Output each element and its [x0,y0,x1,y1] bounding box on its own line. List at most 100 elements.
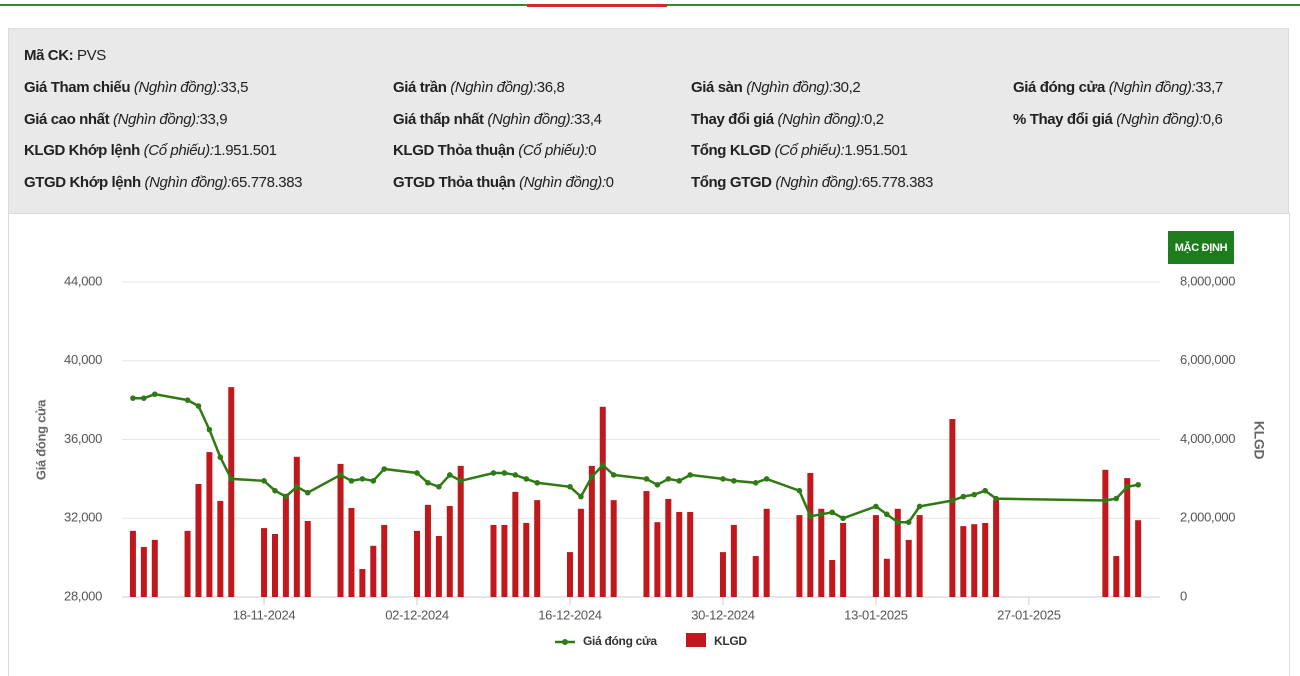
info-value: 0,2 [864,110,884,128]
price-marker [720,476,726,482]
y-tick-label: 36,000 [64,431,102,446]
info-label: KLGD Khớp lệnh [24,142,140,159]
y2-tick-label: 6,000,000 [1180,352,1235,367]
price-marker [523,476,530,482]
bar [1113,556,1120,597]
bar [872,515,879,597]
y2-tick-label: 4,000,000 [1180,431,1235,446]
info-value: 1.951.501 [844,142,908,159]
price-marker [599,462,606,468]
info-unit: (Cổ phiếu): [774,142,845,159]
bar [719,552,726,597]
bar [217,500,224,597]
info-panel [8,28,1289,214]
price-marker [151,391,158,398]
info-value: 33,9 [199,110,228,128]
bar [359,569,366,597]
info-cell: Thay đổi giá (Nghìn đồng):0,2 [691,111,884,128]
bar [184,530,191,597]
info-unit: (Nghìn đồng): [487,110,574,128]
bar [916,515,923,597]
price-marker [534,480,540,486]
y-axis-title: Giá đóng cửa [33,399,48,480]
bar [905,539,912,597]
bar [1124,478,1131,597]
info-unit: (Nghìn đồng): [450,79,537,96]
bar [501,524,508,597]
bar [599,406,606,597]
bar [588,465,595,597]
y-tick-label: 44,000 [64,273,102,288]
price-marker [141,395,147,401]
info-cell: Giá đóng cửa (Nghìn đồng):33,7 [1013,79,1223,96]
info-label: Tổng GTGD [691,173,772,191]
active-tab-indicator [527,4,667,7]
info-cell: GTGD Khớp lệnh (Nghìn đồng):65.778.383 [24,173,303,191]
y2-tick-label: 0 [1180,588,1187,603]
bar [446,506,453,597]
info-label: Giá đóng cửa [1013,79,1105,96]
info-value: 65.778.383 [231,173,303,191]
info-cell: Giá thấp nhất (Nghìn đồng):33,4 [393,111,602,128]
bar [949,419,956,597]
price-marker [905,519,912,525]
y2-axis-title: KLGD [1251,421,1267,460]
bar [993,500,1000,597]
price-marker [501,470,508,476]
price-marker [512,472,519,478]
info-unit: (Nghìn đồng): [519,173,606,191]
info-label: GTGD Thỏa thuận [393,173,516,191]
info-unit: (Nghìn đồng): [144,173,232,191]
price-marker [567,483,573,490]
info-cell: Mã CK: PVS [24,47,106,64]
bar [610,500,617,597]
x-tick-label: 27-01-2025 [997,607,1061,622]
price-marker [1102,497,1109,504]
bar [796,515,803,597]
bar [687,511,694,597]
info-label: GTGD Khớp lệnh [24,173,141,191]
price-marker [348,478,355,484]
price-marker [425,480,431,486]
bar [293,456,300,597]
bar [971,524,978,597]
info-unit: (Nghìn đồng): [775,173,862,191]
default-button[interactable]: MẶC ĐỊNH [1168,231,1234,264]
price-marker [228,476,235,482]
price-marker [1135,481,1141,488]
price-marker [960,493,967,500]
price-marker [589,474,595,480]
price-marker [206,426,213,433]
bar [424,504,431,597]
info-cell: KLGD Khớp lệnh (Cổ phiếu):1.951.501 [24,142,277,159]
bar [261,528,268,597]
info-unit: (Cổ phiếu): [518,142,589,159]
bar [534,500,541,597]
price-marker [359,476,366,482]
bar [883,558,890,597]
info-cell: Giá trần (Nghìn đồng):36,8 [393,79,565,96]
price-marker [982,487,988,494]
price-marker [840,515,846,522]
price-marker [304,489,311,496]
price-marker [1124,483,1131,490]
price-marker [457,478,464,484]
bar [337,463,344,597]
price-marker [971,491,978,498]
price-marker [916,503,923,510]
bar [523,522,530,597]
price-marker [381,466,388,472]
bar [304,521,311,597]
bar [818,508,825,597]
bar [676,511,683,597]
bar [490,524,497,597]
info-unit: (Nghìn đồng): [1116,110,1203,128]
price-marker [414,470,420,476]
price-marker [796,487,803,494]
info-unit: (Nghìn đồng): [113,110,200,128]
bar [206,452,213,597]
y-tick-label: 32,000 [64,510,102,525]
price-marker [993,495,999,502]
